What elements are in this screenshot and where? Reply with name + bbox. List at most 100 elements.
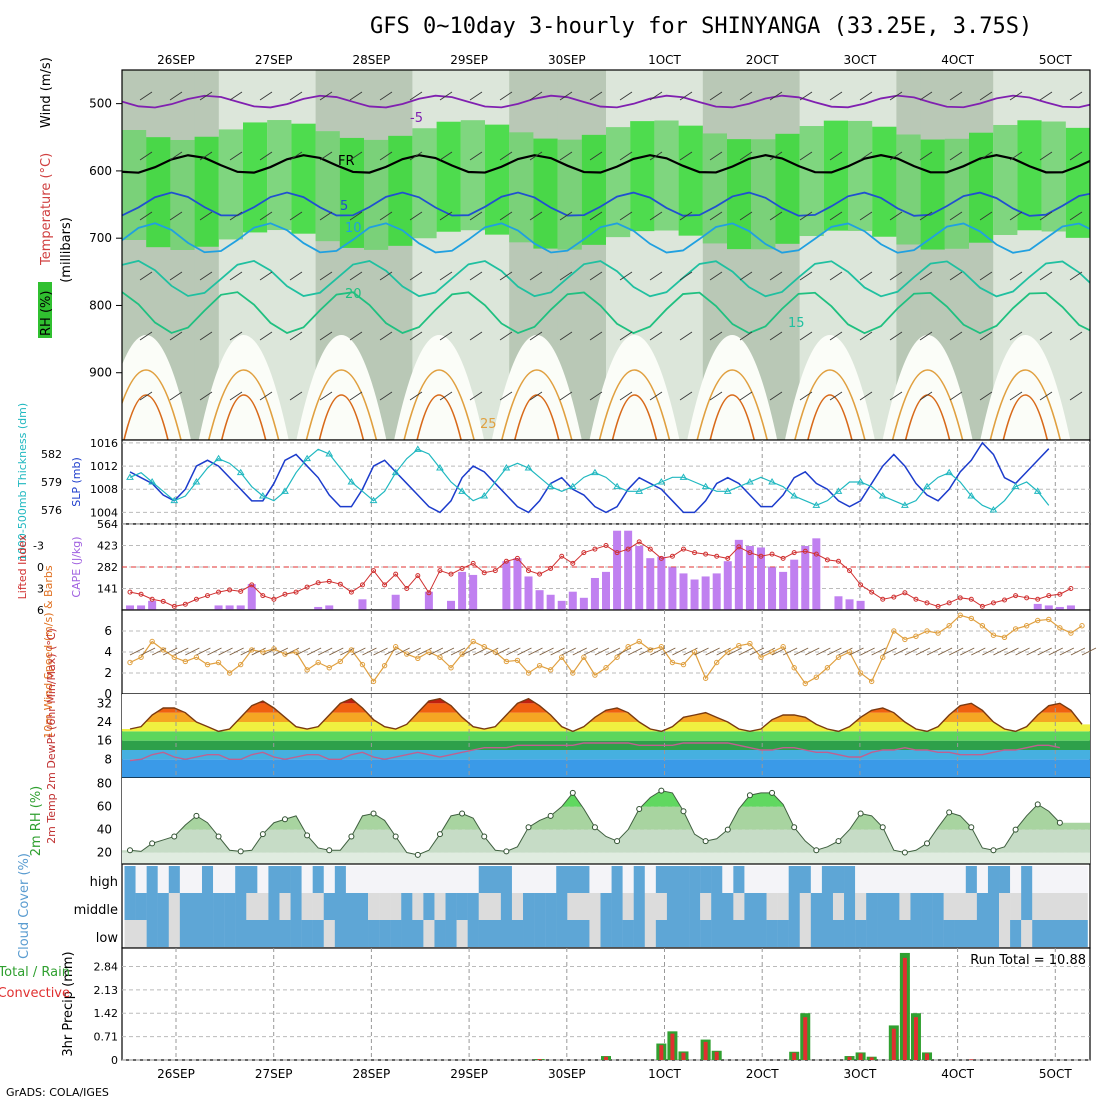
wind-barb (439, 151, 453, 161)
thickness-marker (812, 501, 821, 508)
wind-barb (1069, 331, 1083, 341)
wind-speed-marker (204, 661, 211, 668)
surface-wind-barb (794, 647, 809, 656)
cloud-cell (523, 866, 535, 893)
wind-barb (829, 91, 843, 101)
rh-moist-layer (872, 126, 898, 237)
cloud-cell (467, 893, 479, 920)
temperature-band (122, 740, 1090, 750)
surface-wind-barb (318, 647, 333, 656)
cloud-cell (345, 893, 358, 920)
isotherm-30 (611, 394, 658, 440)
wind-speed-marker (260, 649, 266, 655)
thickness-marker (170, 496, 179, 504)
cloud-cell (157, 866, 170, 893)
thickness-marker (723, 487, 732, 494)
rh-marker (680, 808, 687, 815)
cape-bar (668, 567, 677, 610)
wind-barb (499, 271, 513, 281)
rh-shading-column (872, 70, 898, 440)
surface-wind-barb (539, 647, 554, 656)
li-marker (592, 546, 598, 552)
cloud-cell (987, 920, 1000, 947)
li-marker (968, 596, 974, 602)
surface-wind-barb (373, 647, 388, 656)
rh-moist-layer (920, 139, 946, 250)
rh-tick-label: 80 (97, 777, 112, 791)
cape-li-panel: 141 282 423 564 -3 0 3 6 Lifted Index CAPE (J/k… (16, 518, 1091, 617)
precip-convective-bar (703, 1041, 708, 1060)
wind-barb (829, 391, 843, 401)
li-marker (138, 591, 144, 597)
wind-barb (529, 151, 543, 161)
warm-dome (882, 335, 973, 440)
cloud-cell (1032, 893, 1044, 920)
rh-marker (149, 840, 156, 847)
li-tick-label: -3 (33, 540, 44, 553)
wind-speed-marker (780, 644, 786, 650)
wind-barb (649, 151, 663, 161)
wind-barb (349, 391, 363, 401)
warm-dome (687, 335, 778, 440)
cloud-cell (711, 866, 723, 893)
rh-band (122, 829, 1090, 853)
li-marker (669, 553, 675, 559)
cape-bar (723, 561, 732, 610)
wind-barb (589, 91, 603, 101)
temp-legend-label: Temperature (°C) (39, 153, 54, 266)
li-marker (891, 594, 897, 600)
cloud-cell (190, 866, 203, 893)
cloud-cell (268, 893, 280, 920)
wind-barb (559, 331, 573, 341)
wind-speed-marker (448, 665, 454, 671)
cloud-cell (146, 866, 158, 893)
wind-speed-marker (359, 661, 366, 668)
cloud-cell (323, 866, 336, 893)
wind-speed-marker (791, 665, 797, 671)
cape-bar (690, 579, 699, 610)
top-date-label: 3OCT (844, 53, 877, 67)
cloud-cell (866, 920, 878, 947)
rh-shading-column (1065, 70, 1090, 440)
wind-barb (259, 331, 273, 341)
surface-wind-barb (1004, 647, 1019, 656)
cape-bar (812, 538, 821, 610)
wind-speed-marker (1046, 616, 1052, 623)
cloud-cell (689, 893, 701, 920)
wind-speed-marker (736, 643, 742, 649)
precip-convective-bar (670, 1033, 675, 1060)
li-marker (160, 598, 166, 604)
precip-convective-bar (847, 1056, 852, 1060)
surface-wind-barb (1037, 647, 1052, 656)
pressure-tick-label: 900 (89, 366, 112, 380)
isotherm-25 (794, 369, 866, 440)
cloud-cell (744, 893, 756, 920)
dewpoint-series-line (129, 742, 1061, 762)
wind-barb (289, 271, 303, 281)
cloud-cell (987, 893, 1000, 920)
surface-wind-barb (362, 647, 377, 656)
cloud-cell (334, 920, 347, 947)
cloud-cover-panel: Cloud Cover (%) high middle low (17, 853, 1091, 959)
cape-bar (424, 591, 433, 610)
cloud-cell (290, 866, 302, 893)
rh-marker (746, 792, 753, 799)
li-marker (415, 573, 421, 579)
rh-marker (724, 826, 731, 833)
li-marker (227, 587, 233, 593)
thickness-marker (701, 482, 710, 490)
cloud-cell (1065, 920, 1077, 947)
surface-wind-barb (273, 647, 289, 656)
thickness-tick-label: 576 (41, 504, 62, 517)
cape-bar (756, 547, 765, 610)
li-marker (603, 543, 609, 548)
cape-bar (624, 530, 633, 610)
cloud-cell (1054, 893, 1066, 920)
precip-tick-label: 1.42 (94, 1007, 119, 1020)
wind-barb (589, 151, 603, 161)
rh-marker (990, 847, 997, 854)
cloud-cell (999, 866, 1011, 893)
rh-moist-layer (388, 135, 414, 246)
cape-bar (845, 599, 854, 610)
